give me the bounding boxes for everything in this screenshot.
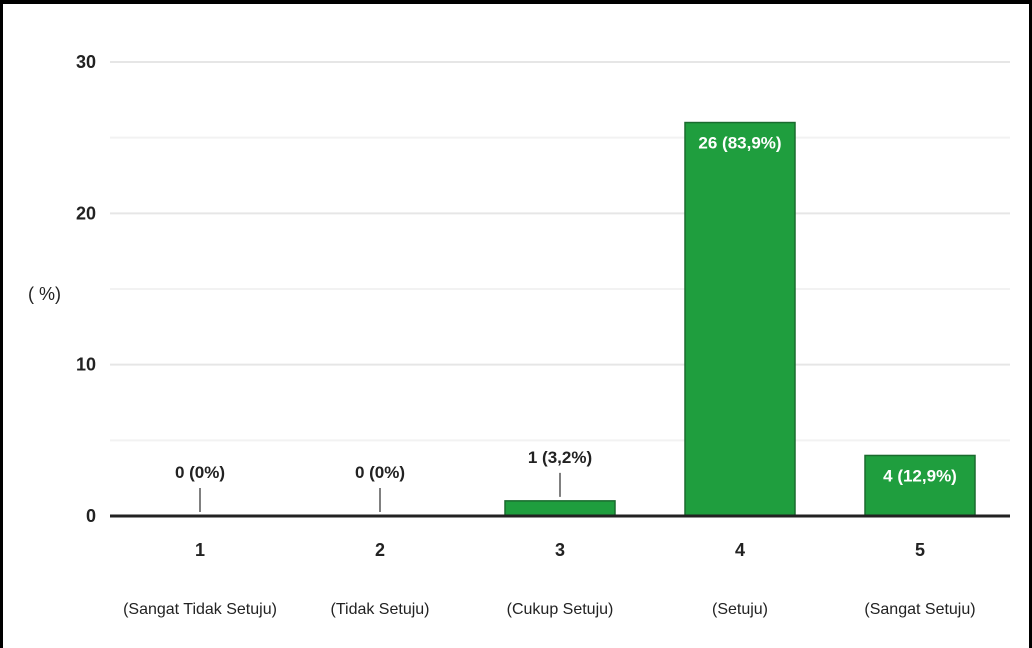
x-tick-label: 5 (915, 540, 925, 560)
y-tick-label: 10 (76, 355, 96, 375)
x-category-description: (Setuju) (712, 601, 768, 618)
x-category-description: (Tidak Setuju) (331, 601, 430, 618)
y-tick-label: 20 (76, 203, 96, 223)
x-category-description: (Cukup Setuju) (507, 601, 614, 618)
x-category-description: (Sangat Setuju) (864, 601, 975, 618)
y-tick-label: 0 (86, 506, 96, 526)
data-label: 0 (0%) (355, 463, 405, 482)
x-tick-label: 2 (375, 540, 385, 560)
x-tick-label: 4 (735, 540, 745, 560)
data-label: 1 (3,2%) (528, 448, 592, 467)
bar-4 (684, 121, 796, 517)
x-tick-label: 1 (195, 540, 205, 560)
data-label: 0 (0%) (175, 463, 225, 482)
y-axis-label: ( %) (28, 284, 61, 304)
data-label: 26 (83,9%) (698, 134, 781, 153)
bar-3 (504, 500, 616, 517)
data-label: 4 (12,9%) (883, 466, 957, 485)
labels: 0 10 20 30 0 (0%) 1 (Sangat Tidak Setuju) 0 (0%… (76, 52, 976, 618)
y-tick-label: 30 (76, 52, 96, 72)
x-category-description: (Sangat Tidak Setuju) (123, 601, 277, 618)
bar-5 (864, 454, 976, 517)
bars (504, 121, 976, 517)
x-tick-label: 3 (555, 540, 565, 560)
